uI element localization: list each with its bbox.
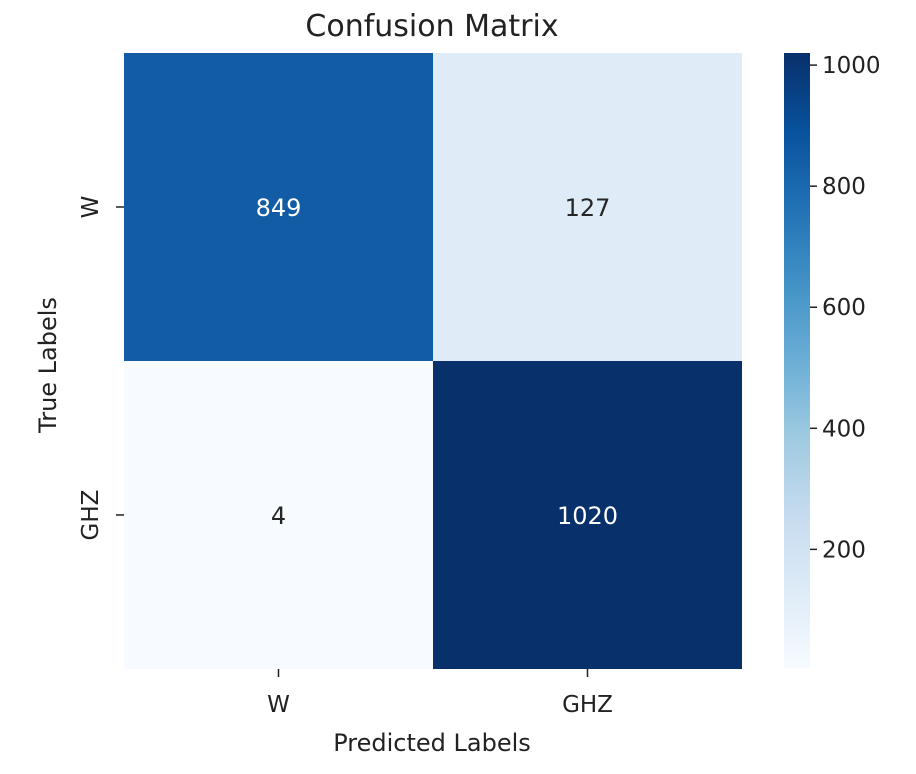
y-tick-label: GHZ (78, 490, 104, 541)
y-tick-label: W (78, 196, 104, 219)
colorbar-tick-label: 200 (822, 537, 866, 563)
heatmap-cell (433, 361, 742, 669)
x-tick-label: W (267, 692, 290, 718)
heatmap-cell (433, 53, 742, 361)
cell-value-label: 4 (271, 502, 286, 530)
colorbar-tick-label: 600 (822, 295, 866, 321)
colorbar-tick-label: 400 (822, 416, 866, 442)
x-axis-label: Predicted Labels (333, 729, 531, 757)
y-axis-label: True Labels (34, 297, 62, 434)
heatmap-cell (124, 361, 433, 669)
y-axis: W GHZ (78, 196, 124, 541)
colorbar (784, 53, 810, 668)
cell-value-label: 849 (256, 194, 302, 222)
colorbar-tick-label: 1000 (822, 53, 881, 79)
x-axis: W GHZ (267, 669, 613, 718)
cell-value-label: 127 (565, 194, 611, 222)
colorbar-axis: 200 400 600 800 1000 (810, 53, 881, 563)
colorbar-tick-label: 800 (822, 174, 866, 200)
heatmap-cell (124, 53, 433, 361)
heatmap-cell-labels: 849 127 4 1020 (256, 194, 618, 530)
heatmap-cells (124, 53, 742, 669)
cell-value-label: 1020 (557, 502, 618, 530)
chart-title: Confusion Matrix (305, 9, 558, 44)
x-tick-label: GHZ (562, 692, 613, 718)
